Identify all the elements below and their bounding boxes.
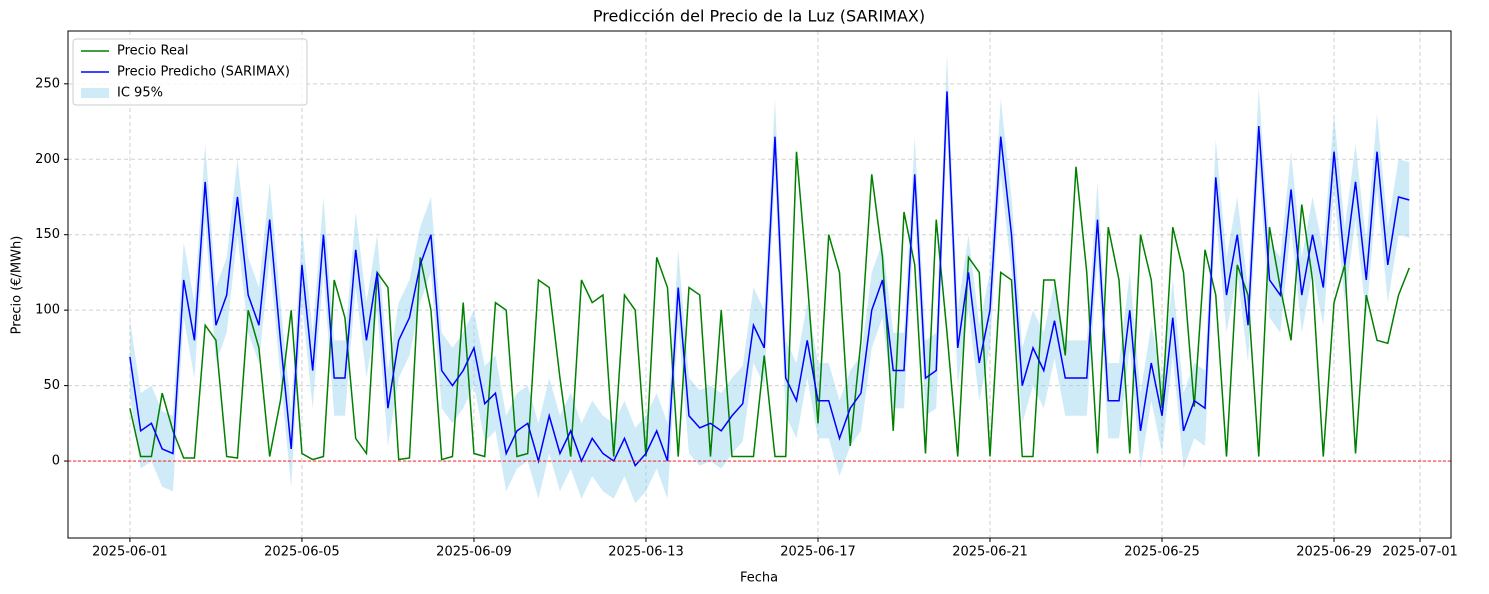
x-tick-label: 2025-06-17 <box>780 545 856 560</box>
y-tick-label: 50 <box>43 378 60 393</box>
series-line <box>129 91 1410 467</box>
x-tick-label: 2025-07-01 <box>1382 545 1458 560</box>
chart-title: Predicción del Precio de la Luz (SARIMAX… <box>593 7 925 26</box>
confidence-band <box>129 53 1410 504</box>
x-tick-label: 2025-06-21 <box>952 545 1028 560</box>
x-tick-label: 2025-06-09 <box>436 545 512 560</box>
y-tick-label: 100 <box>35 303 60 318</box>
legend-box <box>72 38 308 106</box>
legend-label: Precio Predicho (SARIMAX) <box>117 65 290 80</box>
x-tick-label: 2025-06-01 <box>92 545 168 560</box>
x-axis-label: Fecha <box>740 571 778 586</box>
x-tick-label: 2025-06-05 <box>264 545 340 560</box>
x-tick-label: 2025-06-29 <box>1296 545 1372 560</box>
x-tick-label: 2025-06-25 <box>1124 545 1200 560</box>
legend-label: Precio Real <box>117 44 189 59</box>
y-tick-label: 250 <box>35 76 60 91</box>
y-tick-label: 0 <box>52 454 60 469</box>
y-axis-label: Precio (€/MWh) <box>10 236 25 335</box>
plot-frame <box>67 30 1452 539</box>
series-line <box>129 151 1410 461</box>
y-tick-label: 200 <box>35 152 60 167</box>
y-tick-label: 150 <box>35 227 60 242</box>
legend-label: IC 95% <box>117 86 163 101</box>
x-tick-label: 2025-06-13 <box>608 545 684 560</box>
legend-swatch <box>81 88 109 98</box>
